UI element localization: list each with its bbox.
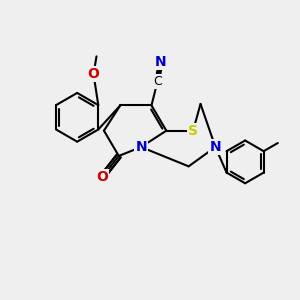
Text: N: N bbox=[154, 55, 166, 69]
Text: S: S bbox=[188, 124, 198, 138]
Text: C: C bbox=[153, 75, 162, 88]
Text: N: N bbox=[210, 140, 221, 154]
Text: N: N bbox=[135, 140, 147, 154]
Text: O: O bbox=[97, 170, 108, 184]
Text: O: O bbox=[88, 67, 100, 81]
